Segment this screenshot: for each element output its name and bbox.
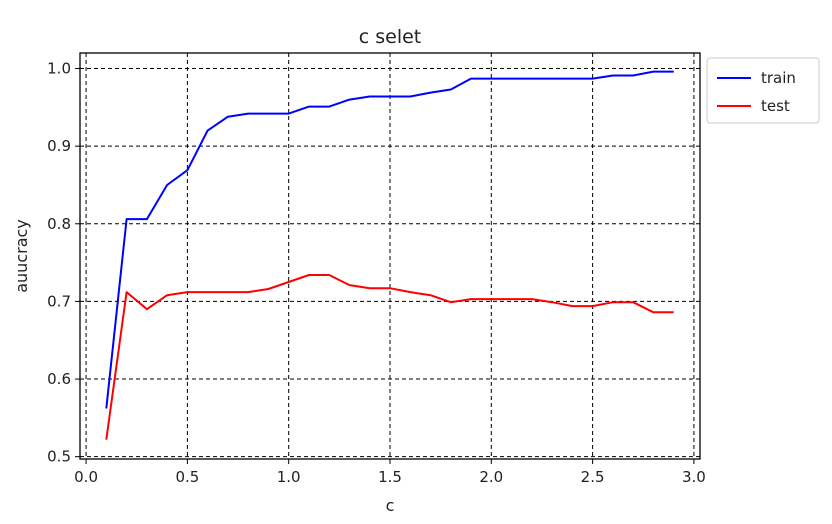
x-tick-label: 1.5 — [378, 468, 402, 486]
grid — [80, 53, 700, 459]
series-line-train — [105, 70, 674, 409]
x-tick-label: 0.0 — [74, 468, 98, 486]
axis-ticks: 0.0 0.5 1.0 1.5 2.0 2.5 3.00.50.60.70.80.91.0 — [47, 60, 706, 486]
y-tick-label: 1.0 — [47, 60, 71, 78]
x-tick-label: 2.5 — [581, 468, 605, 486]
series-line-test — [105, 274, 674, 440]
y-tick-label: 0.5 — [47, 448, 71, 466]
y-axis-label: auucracy — [12, 219, 31, 293]
legend-label-test: test — [761, 97, 790, 115]
y-tick-label: 0.8 — [47, 215, 71, 233]
x-tick-label: 2.0 — [479, 468, 503, 486]
y-tick-label: 0.7 — [47, 292, 71, 310]
chart-title: c selet — [359, 26, 422, 48]
y-tick-label: 0.6 — [47, 370, 71, 388]
legend: train test — [706, 57, 820, 124]
series-lines — [105, 70, 674, 440]
x-axis-label: c — [386, 496, 395, 515]
legend-label-train: train — [761, 69, 796, 87]
x-tick-label: 3.0 — [682, 468, 706, 486]
x-tick-label: 0.5 — [175, 468, 199, 486]
y-tick-label: 0.9 — [47, 137, 71, 155]
x-tick-label: 1.0 — [277, 468, 301, 486]
